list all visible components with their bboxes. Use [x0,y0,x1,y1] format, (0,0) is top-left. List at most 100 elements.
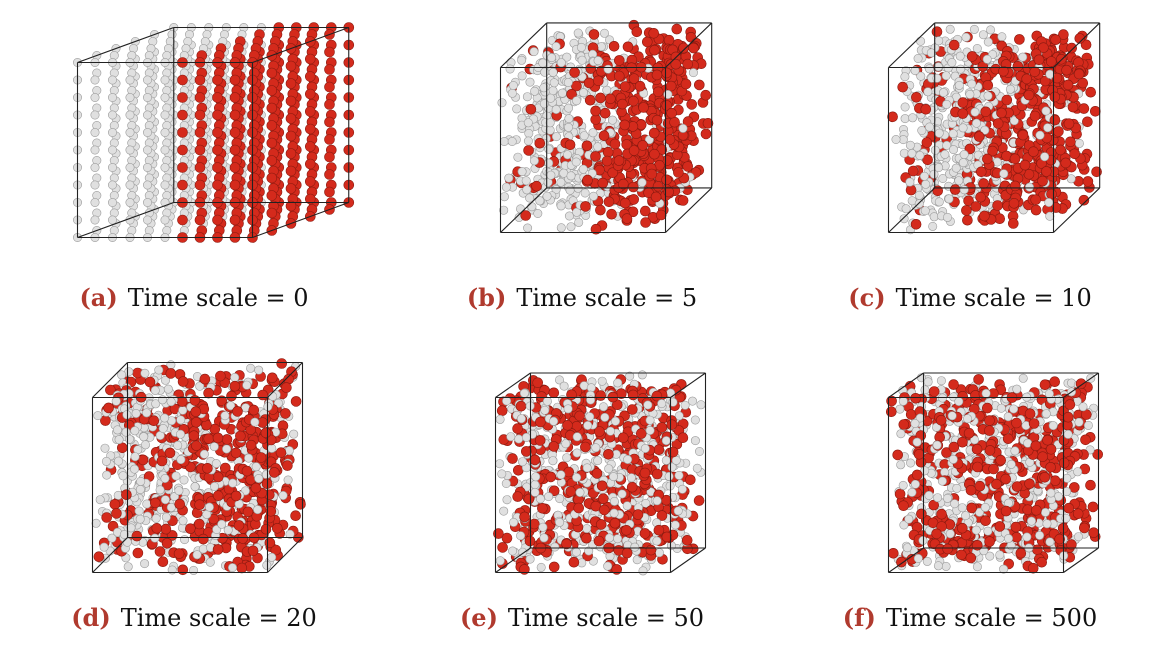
particle-white [122,537,132,547]
particle-white [160,413,170,423]
particle-white [143,110,153,120]
caption-label-e: (e) [459,603,498,632]
particle-red [203,433,214,444]
particle-box-c [887,22,1102,235]
particle-red [599,504,610,516]
particle-white [982,54,992,64]
particle-white [160,215,170,225]
particle-white [591,443,601,453]
particle-white [545,125,555,135]
particle-white [661,436,671,446]
particle-white [589,191,599,201]
particle-red [595,390,606,401]
particle-white [546,93,556,103]
particle-red [304,141,316,152]
particle-red [702,118,714,129]
particle-red [1030,194,1042,205]
particle-red [1066,42,1078,54]
particle-white [497,98,507,108]
particle-white [90,93,100,103]
particle-white [90,75,100,85]
particle-white [517,167,527,177]
particle-red [651,114,663,126]
particle-white [947,57,957,67]
particle-white [114,456,124,466]
particle-white [1040,507,1050,517]
particle-white [956,64,966,74]
particle-white [1041,106,1051,116]
particle-red [151,523,163,534]
particle-red [535,416,546,428]
particle-red [173,548,185,559]
particle-white [254,474,264,484]
particle-white [577,55,587,65]
particle-red [190,406,202,417]
particle-white [192,550,202,560]
particle-white [637,370,647,380]
particle-white [955,51,965,61]
particle-red [515,400,527,412]
particle-red [229,179,241,191]
particle-red [266,190,278,201]
particle-white [915,151,925,161]
particle-white [1073,467,1083,477]
particle-white [564,122,574,132]
particle-red [194,109,206,121]
particle-red [597,177,609,189]
particle-red [304,71,316,82]
particle-red [156,455,168,467]
particle-white [99,542,109,552]
particle-white [160,163,170,173]
particle-white [516,531,526,541]
particle-red [962,214,973,226]
particle-red [548,441,560,452]
particle-white [143,93,153,103]
particle-red [1080,434,1091,446]
particle-red [1073,68,1085,80]
particles [887,24,1102,235]
particle-red [537,503,548,514]
particle-white [140,368,150,378]
particle-red [165,368,177,379]
particle-white [901,204,911,214]
particle-red [1029,66,1041,78]
particle-red [266,137,278,149]
particle-white [638,566,648,576]
particle-red [666,107,677,119]
particle-red [548,485,560,497]
particle-white [983,91,993,101]
particle-red [177,74,188,86]
particle-red [285,148,297,159]
particle-white [495,556,505,566]
particle-white [694,447,704,457]
particle-white [502,396,512,406]
particle-white [1066,174,1076,184]
particle-red [979,210,990,222]
particle-red [566,389,577,400]
particle-red [1089,106,1101,117]
particle-red [663,186,675,198]
particle-red [669,116,680,128]
particle-red [573,502,584,514]
particle-red [648,27,660,39]
particle-red [1068,482,1080,493]
particle-white [972,118,982,128]
particle-red [593,535,605,547]
particle-white [508,81,518,91]
particle-white [160,110,170,120]
particle-red [1077,77,1089,89]
particle-red [598,130,610,141]
particle-white [999,169,1009,179]
particle-white [90,215,100,225]
particle-white [921,179,931,189]
particle-red [324,99,335,110]
particle-red [189,395,201,406]
particle-red [190,417,202,428]
particle-white [917,126,927,136]
particle-white [961,32,971,42]
particle-red [617,98,628,110]
particle-red [101,512,112,523]
particle-red [177,179,188,191]
particle-white [176,429,186,439]
particle-red [977,61,989,72]
